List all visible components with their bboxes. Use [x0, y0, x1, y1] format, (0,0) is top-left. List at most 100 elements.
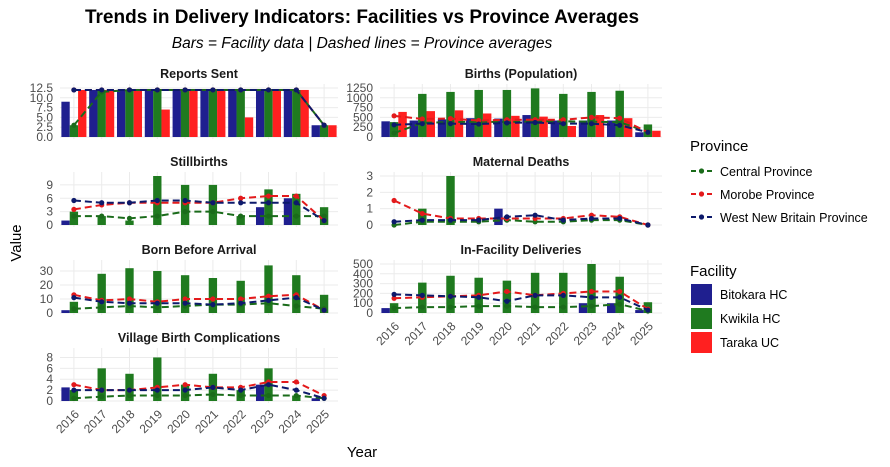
- province-point: [238, 200, 244, 206]
- province-point: [391, 295, 397, 301]
- province-point: [154, 300, 160, 306]
- province-line: [73, 210, 325, 220]
- province-point: [532, 292, 538, 298]
- province-point: [238, 195, 244, 201]
- province-point: [293, 392, 299, 399]
- legend-swatch: [691, 284, 712, 305]
- province-point: [617, 294, 623, 300]
- bar: [635, 132, 644, 137]
- province-line: [73, 88, 325, 126]
- bar: [61, 101, 70, 137]
- province-point: [71, 206, 77, 213]
- y-tick-label: 1250: [346, 81, 373, 95]
- province-point: [71, 213, 77, 219]
- province-point: [447, 115, 454, 122]
- province-point: [182, 209, 188, 215]
- bar: [381, 308, 390, 313]
- province-point: [154, 392, 160, 399]
- province-point: [71, 197, 77, 204]
- panel-title: Reports Sent: [160, 67, 239, 81]
- bar: [208, 278, 218, 313]
- bar: [587, 264, 596, 313]
- province-point: [238, 300, 244, 306]
- bar: [272, 89, 282, 137]
- bar: [381, 121, 390, 137]
- y-tick-label: 20: [40, 278, 54, 292]
- province-point: [238, 387, 244, 393]
- province-point: [476, 217, 482, 223]
- legend-label: Central Province: [720, 165, 812, 179]
- province-point: [645, 129, 651, 135]
- y-tick-label: 8: [46, 350, 53, 364]
- province-point: [476, 294, 482, 300]
- bar: [595, 115, 605, 137]
- province-line: [393, 114, 649, 134]
- province-point: [99, 299, 105, 305]
- bar: [300, 89, 309, 137]
- province-point: [154, 213, 160, 219]
- x-tick-label: 2021: [192, 407, 221, 436]
- chart-subtitle: Bars = Facility data | Dashed lines = Pr…: [172, 35, 553, 52]
- bar: [398, 111, 407, 137]
- chart-panels: Reports Sent 0.02.55.07.510.012.5 Births (…: [30, 67, 662, 436]
- panel-3: Maternal Deaths 0 1 2 3: [366, 155, 662, 232]
- legend-item-facility: Bitokara HC: [691, 284, 787, 305]
- province-point: [504, 298, 510, 304]
- panel-title: In-Facility Deliveries: [461, 243, 582, 257]
- province-point: [391, 113, 397, 119]
- province-point: [293, 87, 299, 93]
- x-tick-label: 2025: [627, 319, 656, 348]
- x-tick-label: 2019: [137, 407, 166, 436]
- province-point: [617, 215, 623, 222]
- province-point: [265, 87, 272, 93]
- y-tick-label: 1: [366, 202, 373, 216]
- y-tick-label: 3: [366, 169, 373, 183]
- province-point: [419, 292, 425, 298]
- province-line: [73, 88, 325, 126]
- legend-item-province: Morobe Province: [691, 188, 815, 202]
- bar: [105, 89, 115, 137]
- y-axis-label: Value: [8, 224, 25, 261]
- legend-label: Bitokara HC: [720, 288, 787, 302]
- province-point: [126, 87, 133, 93]
- province-point: [210, 200, 216, 206]
- province-point: [321, 122, 327, 128]
- province-line: [73, 302, 325, 310]
- x-tick-label: 2022: [543, 319, 572, 348]
- x-tick-label: 2020: [164, 407, 193, 436]
- province-point: [293, 193, 299, 199]
- province-point: [265, 213, 272, 219]
- province-point: [504, 214, 510, 220]
- province-line: [73, 199, 325, 222]
- province-point: [293, 295, 299, 301]
- bar: [319, 294, 329, 313]
- bar: [607, 120, 616, 137]
- province-point: [391, 305, 397, 311]
- bar: [97, 216, 106, 225]
- province-point: [419, 121, 425, 127]
- province-point: [588, 215, 595, 222]
- chart-legend: Province Facility Central Province Morobe…: [690, 138, 868, 353]
- y-tick-label: 5.0: [36, 110, 53, 124]
- province-point: [210, 209, 216, 215]
- panel-title: Born Before Arrival: [142, 243, 257, 257]
- y-tick-label: 200: [353, 286, 373, 300]
- y-tick-label: 10: [40, 292, 54, 306]
- y-tick-label: 7.5: [36, 101, 53, 115]
- province-point: [126, 215, 133, 221]
- bar: [153, 357, 162, 401]
- bar: [180, 384, 190, 401]
- bar: [311, 398, 320, 401]
- province-point: [71, 306, 77, 312]
- bar: [502, 280, 512, 313]
- province-line: [393, 199, 649, 226]
- bar: [200, 89, 209, 137]
- bar: [652, 130, 661, 137]
- y-tick-label: 0: [366, 130, 373, 144]
- province-point: [293, 379, 299, 385]
- bar: [133, 89, 143, 137]
- legend-label: Kwikila HC: [720, 312, 780, 326]
- x-tick-label: 2018: [109, 407, 138, 436]
- bar: [511, 115, 520, 137]
